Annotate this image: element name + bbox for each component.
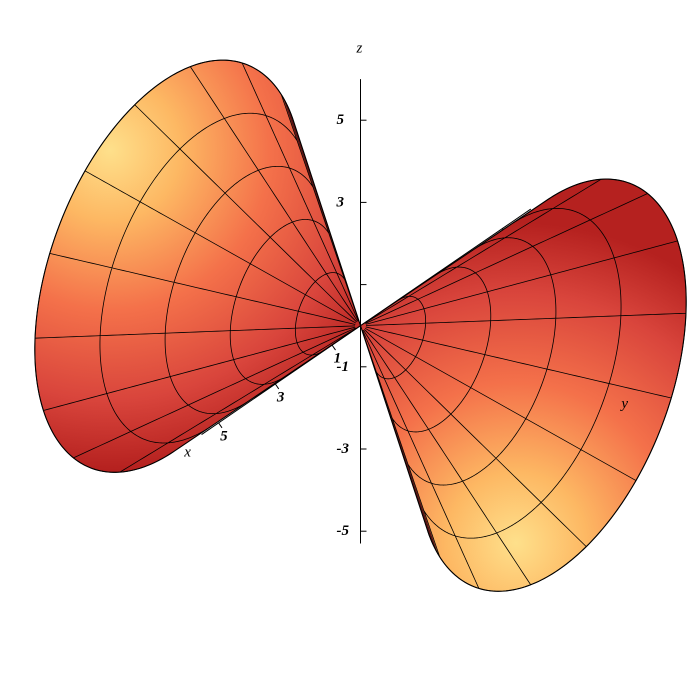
svg-text:5: 5: [337, 112, 345, 128]
svg-text:x: x: [183, 444, 191, 460]
svg-text:-1: -1: [337, 359, 350, 375]
svg-text:y: y: [619, 396, 628, 412]
svg-text:5: 5: [220, 428, 228, 444]
svg-text:3: 3: [276, 389, 285, 405]
svg-text:z: z: [356, 41, 363, 57]
svg-text:3: 3: [336, 194, 345, 210]
svg-text:-5: -5: [337, 523, 350, 539]
svg-text:-3: -3: [337, 441, 350, 457]
